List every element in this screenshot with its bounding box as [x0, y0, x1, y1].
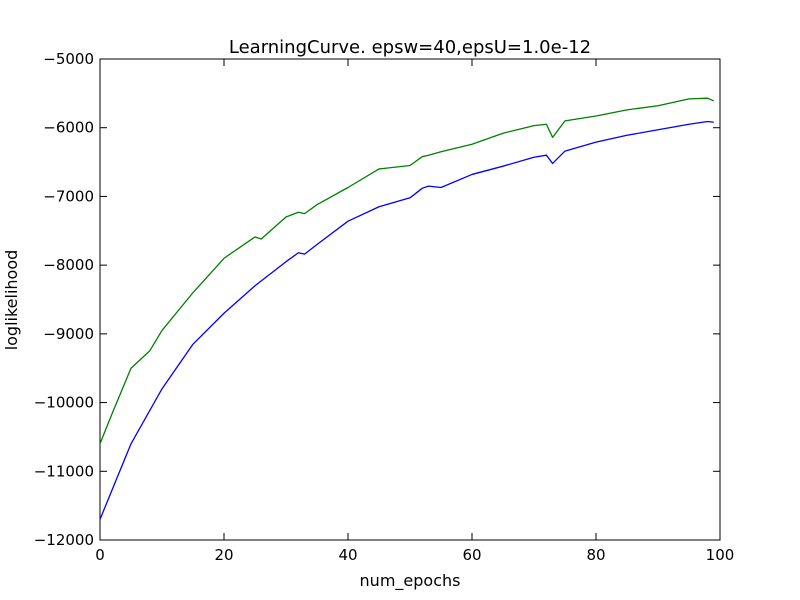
y-tick-label: −12000: [34, 531, 94, 549]
plot-frame: [99, 58, 721, 541]
series-line-2: [99, 97, 715, 445]
plot-area: 0 20 40 60 80 100 −12000 −11000 −10000 −9000 −8000…: [34, 50, 735, 564]
y-tick-label: −10000: [34, 394, 94, 412]
y-tick-label: −8000: [43, 256, 94, 274]
y-tick-label: −7000: [43, 187, 94, 205]
x-tick-label: 40: [338, 546, 357, 564]
series-line-1: [99, 120, 714, 520]
x-tick-label: 80: [586, 546, 605, 564]
y-tick-label: −11000: [34, 462, 94, 480]
ticks-layer: 0 20 40 60 80 100 −12000 −11000 −10000 −9000 −8000…: [34, 50, 735, 564]
y-axis-label: loglikelihood: [2, 250, 21, 351]
chart-title: LearningCurve. epsw=40,epsU=1.0e-12: [229, 37, 591, 58]
x-tick-label: 60: [462, 546, 481, 564]
y-tick-label: −5000: [43, 50, 94, 68]
y-tick-label: −9000: [43, 325, 94, 343]
x-axis-label: num_epochs: [360, 571, 461, 591]
x-tick-label: 0: [95, 546, 105, 564]
y-tick-label: −6000: [43, 119, 94, 137]
series-layer: [99, 97, 715, 520]
x-tick-label: 20: [214, 546, 233, 564]
x-tick-label: 100: [706, 546, 735, 564]
